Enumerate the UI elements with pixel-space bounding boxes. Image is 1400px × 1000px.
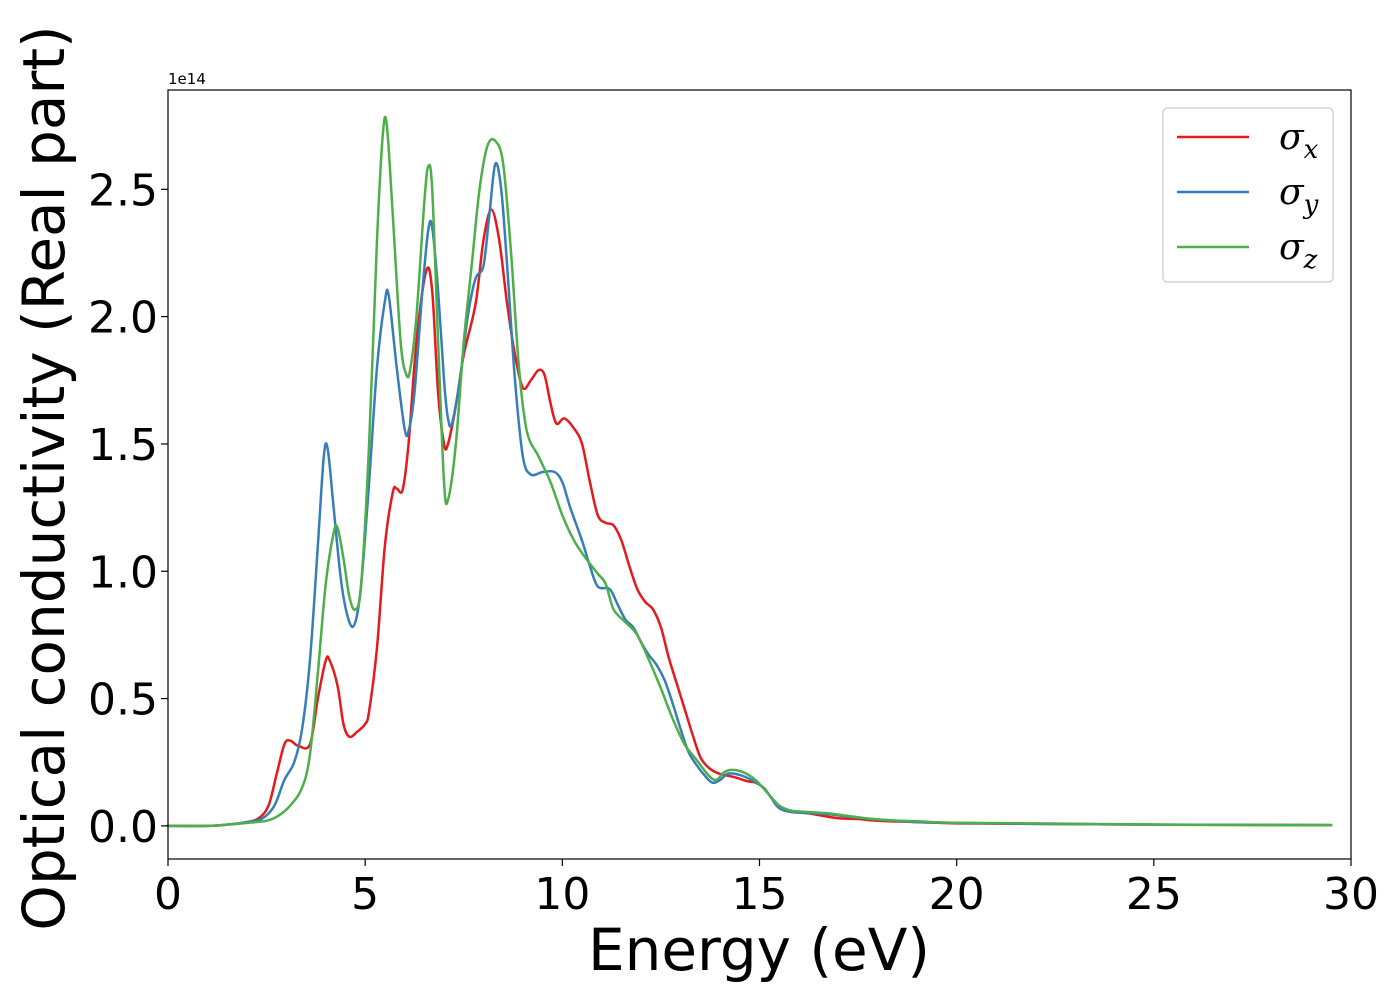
- y-axis-label: Optical conductivity (Real part): [10, 25, 78, 930]
- legend-box: [1162, 107, 1334, 283]
- y-tick-label: 1.0: [88, 547, 158, 598]
- x-axis-ticks: 0 5 10 15 20 25 30: [154, 859, 1379, 920]
- legend-label-sigma-x: σx: [1279, 117, 1319, 165]
- x-tick-label: 5: [351, 869, 379, 920]
- series-line-sigma-z: [166, 115, 1333, 828]
- y-axis-ticks: 0.0 0.5 1.0 1.5 2.0 2.5: [88, 165, 168, 853]
- y-tick-label: 1.5: [88, 420, 158, 471]
- x-tick-label: 15: [732, 869, 788, 920]
- y-tick-label: 0.0: [88, 802, 158, 853]
- x-tick-label: 30: [1323, 869, 1379, 920]
- y-tick-label: 2.5: [88, 165, 158, 216]
- series-layer: [166, 115, 1333, 828]
- legend-label-sigma-y: σy: [1279, 172, 1319, 220]
- x-tick-label: 25: [1126, 869, 1182, 920]
- y-tick-label: 2.0: [88, 293, 158, 344]
- y-tick-label: 0.5: [88, 675, 158, 726]
- legend-label-sigma-z: σz: [1279, 227, 1318, 275]
- x-tick-label: 0: [154, 869, 182, 920]
- x-tick-label: 10: [534, 869, 590, 920]
- x-tick-label: 20: [929, 869, 985, 920]
- x-axis-label: Energy (eV): [588, 916, 930, 984]
- legend: σx σy σz: [1162, 107, 1334, 283]
- y-offset-label: 1e14: [168, 70, 206, 88]
